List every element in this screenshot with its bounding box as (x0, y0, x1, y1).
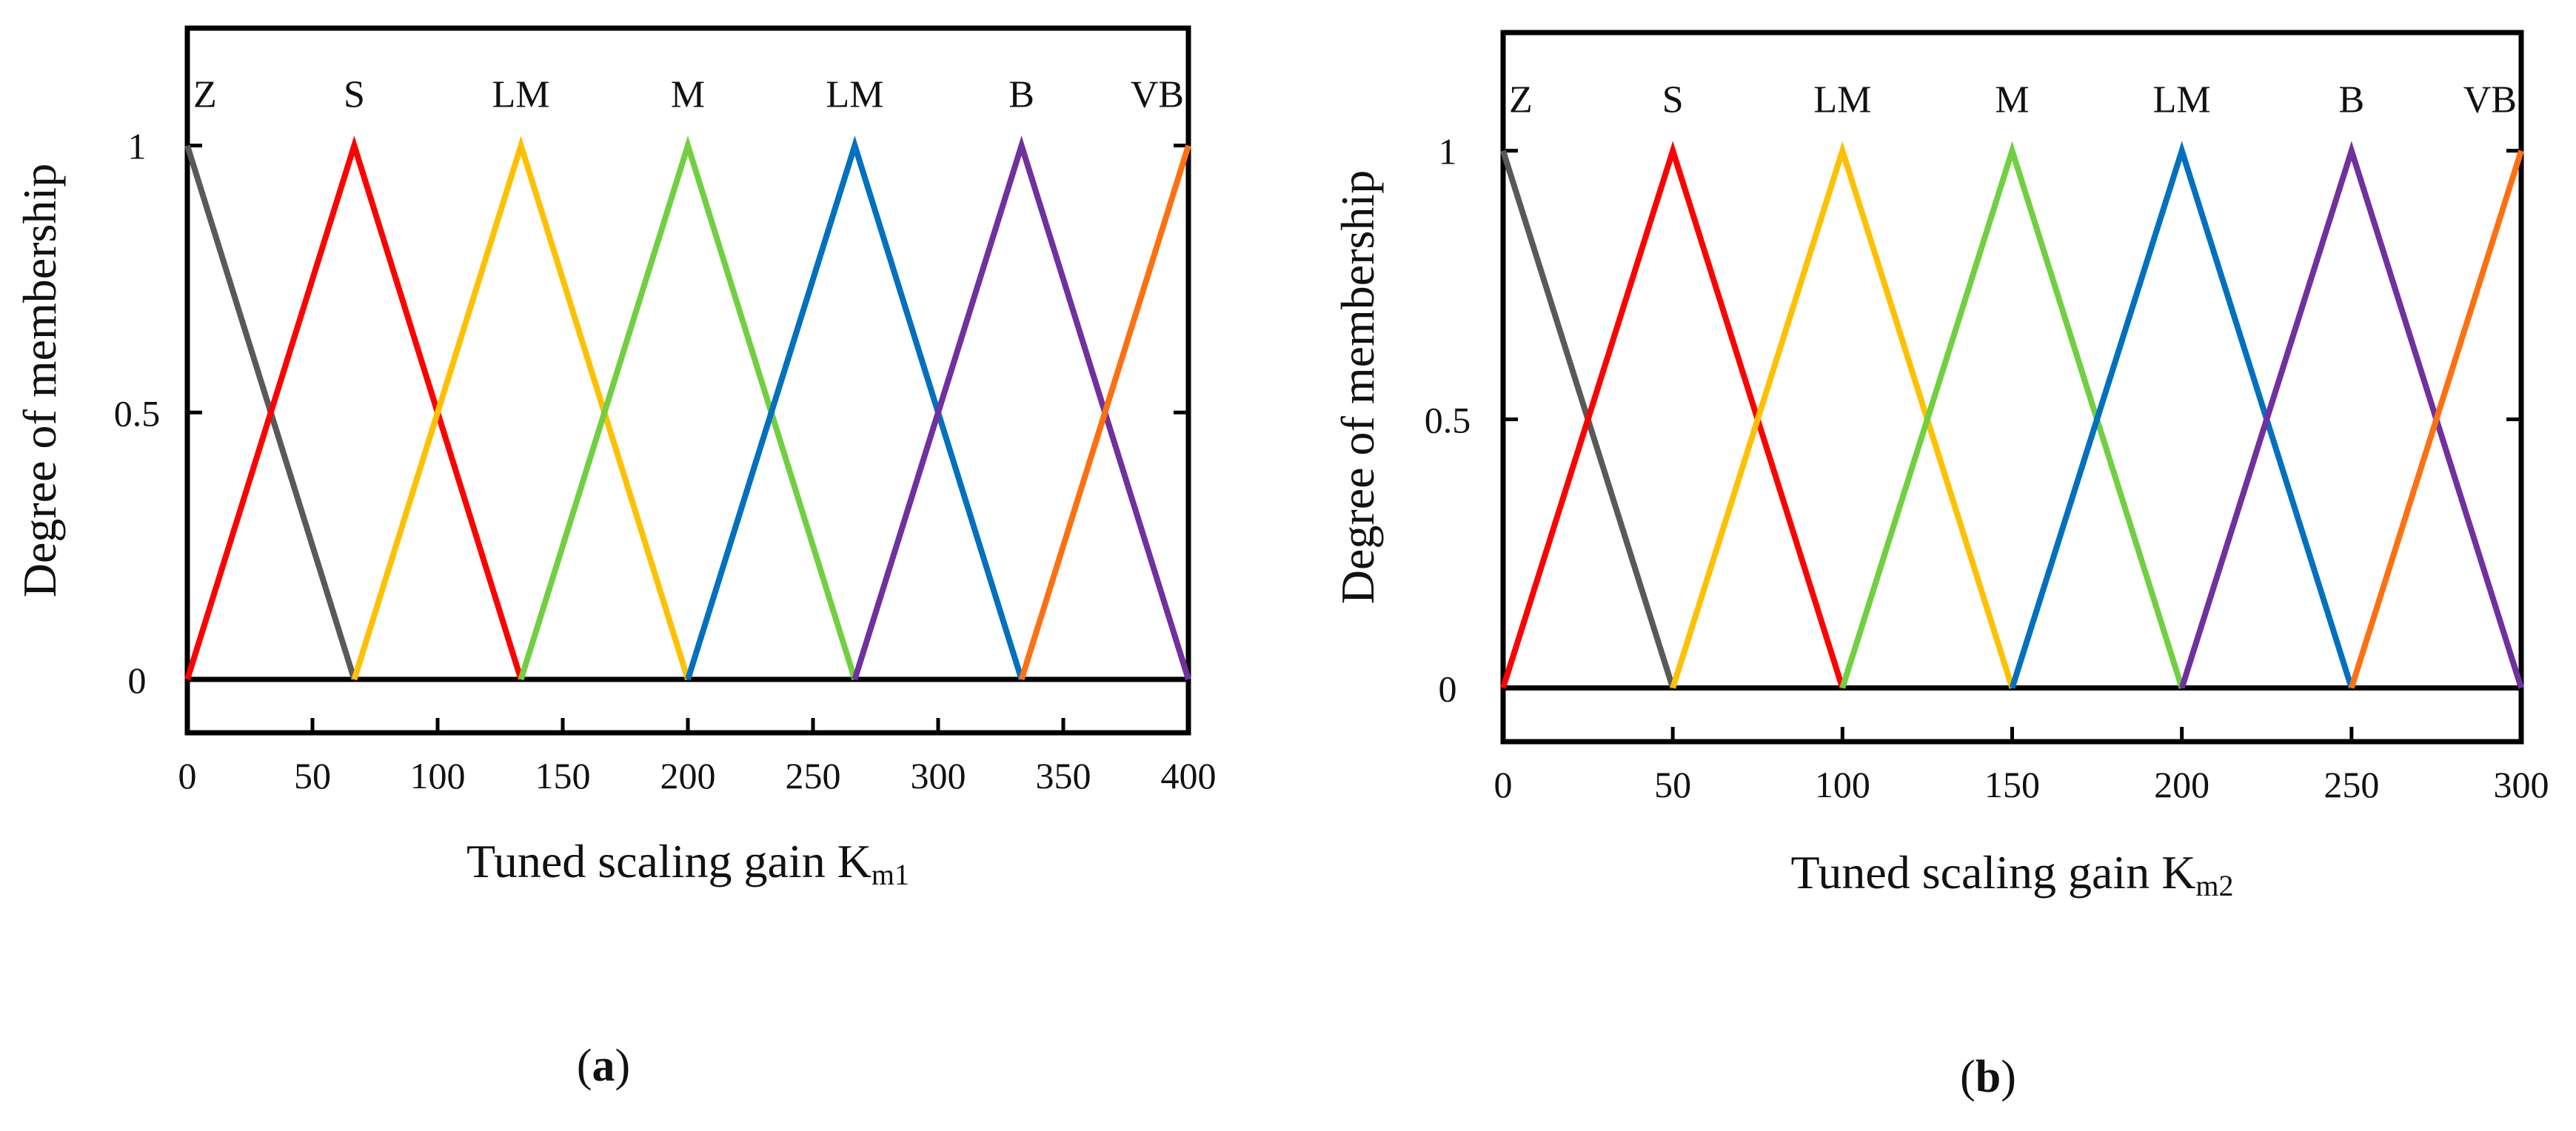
x-tick-label: 400 (1161, 755, 1217, 796)
x-tick-label: 200 (660, 755, 716, 796)
y-tick-label: 1 (128, 126, 147, 167)
series-label-vb: VB (1131, 74, 1184, 116)
x-tick-label: 250 (786, 755, 841, 796)
x-tick-label: 150 (1984, 764, 2040, 805)
x-tick-label: 300 (2494, 764, 2549, 805)
series-label-s: S (1662, 79, 1684, 121)
y-axis-title: Degree of membership (1331, 170, 1384, 604)
x-axis-title-subscript: m2 (2195, 869, 2233, 902)
series-line-lm (1670, 141, 2015, 689)
x-tick-label: 200 (2154, 764, 2209, 805)
x-tick-label: 150 (535, 755, 591, 796)
series-line-vb (2348, 150, 2524, 689)
y-tick-label: 0.5 (1425, 400, 1471, 441)
x-axis-title: Tuned scaling gain Km1 (466, 835, 909, 891)
series-label-s: S (344, 74, 365, 116)
panel-caption: (b) (1960, 1052, 2016, 1102)
series-label-lm: LM (826, 74, 883, 116)
x-tick-label: 350 (1036, 755, 1091, 796)
chart-panel-b: 0 50 100 150 200 250 300 0 0.5 1 Z S LM M LM B VB Degree … (1331, 30, 2549, 1102)
series-line-s (184, 135, 524, 681)
panel-caption: (a) (577, 1041, 630, 1091)
x-tick-label: 0 (1494, 764, 1513, 805)
series-line-lm (685, 135, 1025, 681)
y-tick-label: 0.5 (114, 392, 161, 434)
series-line-b (2178, 141, 2524, 689)
series-line-s (1500, 141, 1846, 689)
series-line-lm (2009, 141, 2355, 689)
y-axis-title: Degree of membership (13, 164, 66, 597)
series-label-lm: LM (492, 74, 550, 116)
series-line-lm (351, 135, 691, 681)
x-axis-title-subscript: m1 (872, 858, 909, 891)
x-axis-title: Tuned scaling gain Km2 (1790, 846, 2233, 902)
series-label-lm: LM (2153, 79, 2211, 121)
series-label-m: M (1995, 79, 2029, 121)
series-label-b: B (2338, 79, 2364, 121)
y-tick-label: 0 (1439, 668, 1457, 709)
series-label-vb: VB (2463, 79, 2517, 121)
chart-panel-a: 0 50 100 150 200 250 300 350 400 0 0.5 1 Z S LM M LM B VB D… (13, 25, 1217, 1091)
y-tick-label: 1 (1439, 131, 1457, 172)
x-tick-label: 100 (1815, 764, 1870, 805)
series-label-z: Z (1509, 79, 1533, 121)
series-label-b: B (1008, 74, 1034, 116)
series-line-vb (1018, 144, 1191, 681)
x-tick-label: 0 (178, 755, 197, 796)
x-tick-label: 50 (294, 755, 331, 796)
series-line-m (1839, 141, 2185, 689)
series-line-b (852, 135, 1191, 681)
x-tick-label: 50 (1654, 764, 1691, 805)
series-label-m: M (671, 74, 705, 116)
x-tick-label: 100 (410, 755, 466, 796)
series-label-lm: LM (1813, 79, 1871, 121)
series-line-m (518, 135, 858, 681)
y-tick-label: 0 (128, 660, 147, 701)
series-label-z: Z (193, 74, 217, 116)
x-tick-label: 300 (911, 755, 966, 796)
x-tick-label: 250 (2324, 764, 2379, 805)
